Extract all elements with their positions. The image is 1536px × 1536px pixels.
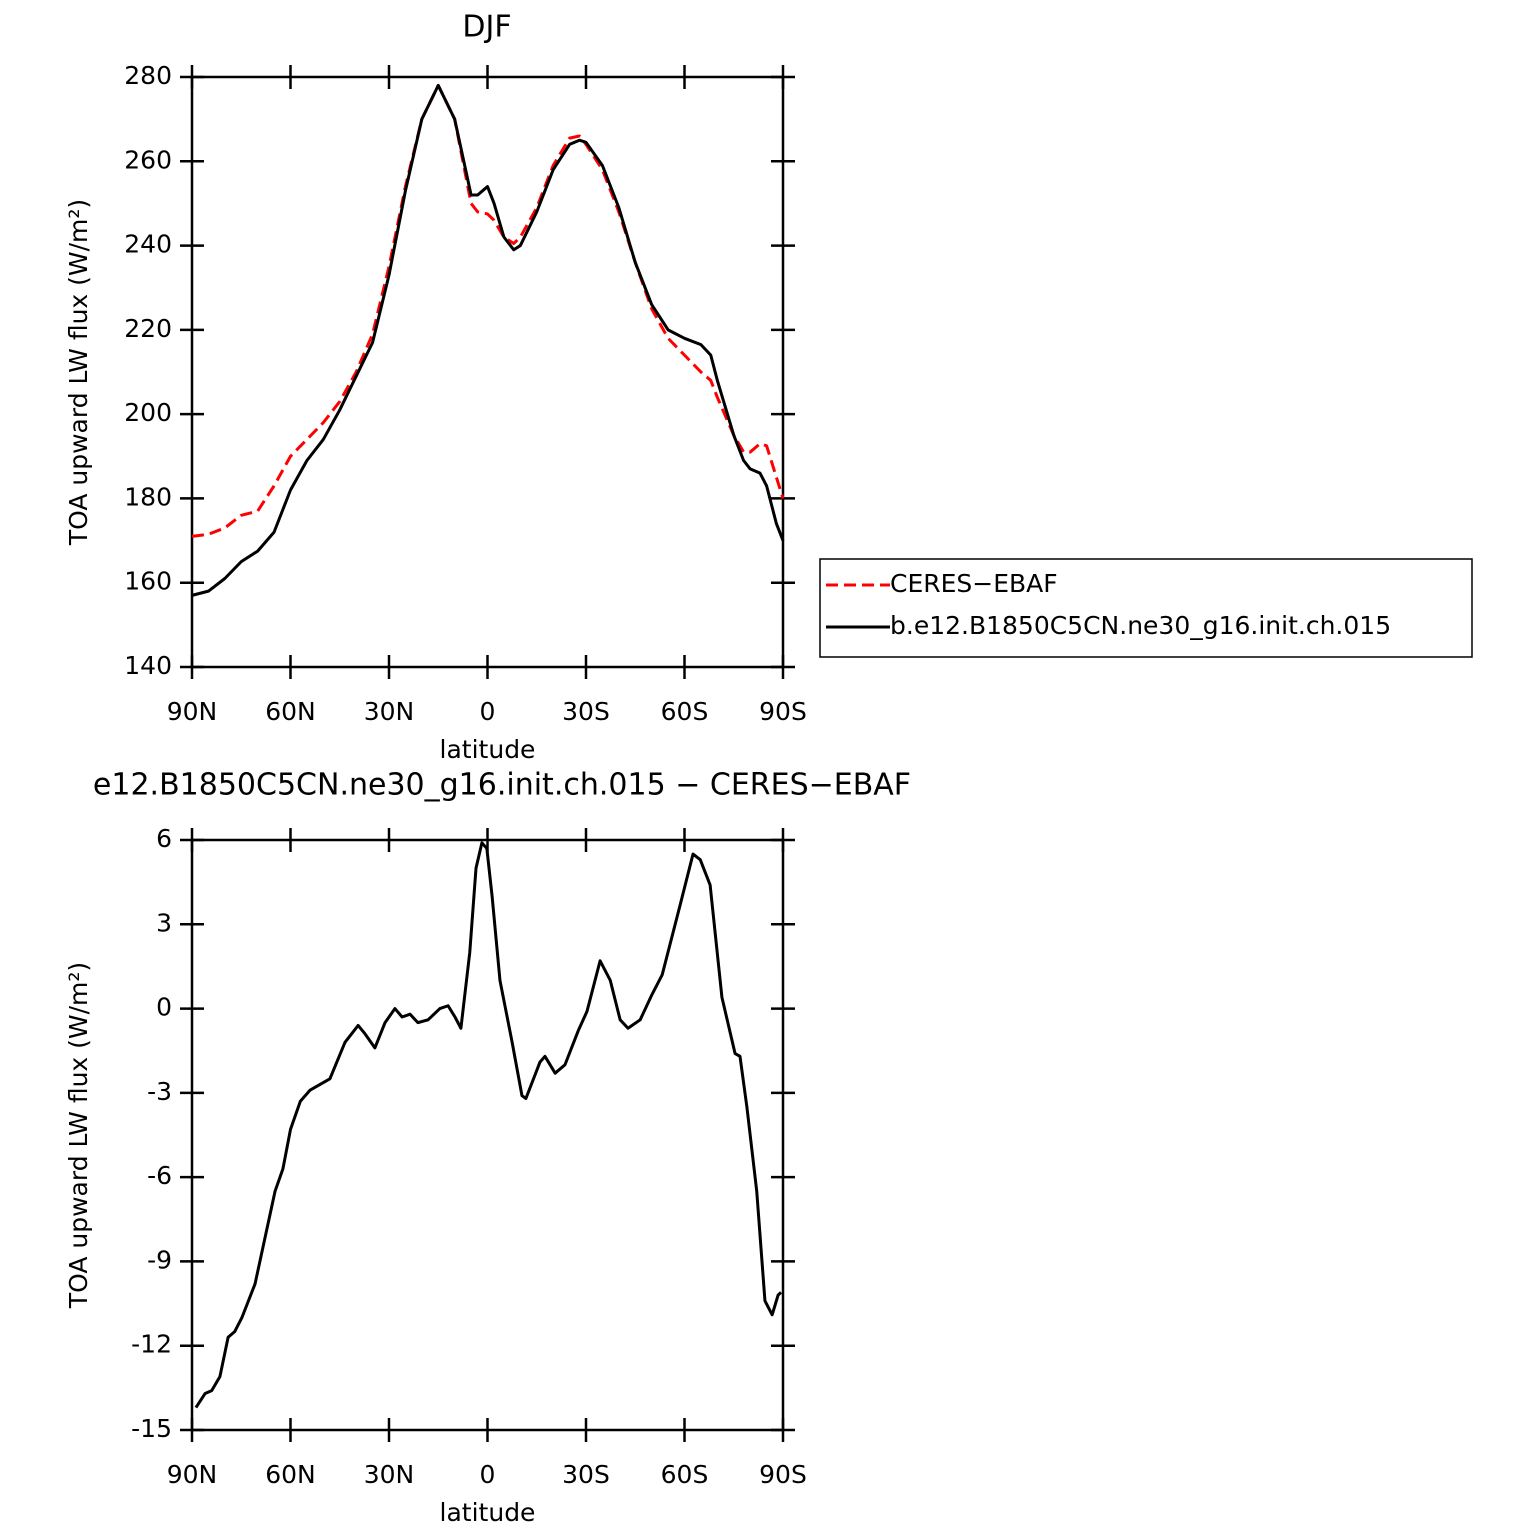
x-tick-label: 30N [364,1460,415,1489]
x-tick-label: 90N [167,1460,218,1489]
y-tick-label: 0 [156,993,172,1022]
x-tick-label: 30N [364,697,415,726]
y-tick-label: -9 [147,1245,172,1274]
x-tick-label: 0 [480,1460,496,1489]
x-tick-label: 30S [562,697,610,726]
x-tick-label: 90S [759,697,807,726]
x-tick-label: 90S [759,1460,807,1489]
x-axis-label: latitude [440,1498,536,1527]
y-tick-label: 280 [124,61,172,90]
legend-label: b.e12.B1850C5CN.ne30_g16.init.ch.015 [890,611,1391,640]
x-tick-label: 60N [265,1460,316,1489]
y-axis-label: TOA upward LW flux (W/m²) [64,199,93,546]
y-tick-label: 160 [124,567,172,596]
plot-frame [190,75,785,669]
y-tick-label: 260 [124,145,172,174]
data-line [194,841,783,1409]
x-tick-label: 90N [167,697,218,726]
x-tick-label: 60S [661,697,709,726]
legend-label: CERES−EBAF [890,569,1058,598]
x-tick-label: 0 [480,697,496,726]
y-tick-label: 240 [124,230,172,259]
y-tick-label: 220 [124,314,172,343]
x-tick-label: 60S [661,1460,709,1489]
chart-title: DJF [462,10,511,45]
data-line [191,83,785,597]
y-tick-label: 3 [156,908,172,937]
y-tick-label: 6 [156,824,172,853]
y-tick-label: -12 [131,1330,172,1359]
legend-box [819,558,1473,658]
y-tick-label: -6 [147,1161,172,1190]
y-tick-label: 180 [124,482,172,511]
y-axis-label: TOA upward LW flux (W/m²) [64,962,93,1309]
y-tick-label: -3 [147,1077,172,1106]
data-line [191,83,785,538]
chart-title: e12.B1850C5CN.ne30_g16.init.ch.015 − CER… [93,768,911,803]
x-tick-label: 60N [265,697,316,726]
legend: CERES−EBAF b.e12.B1850C5CN.ne30_g16.init.… [819,558,1473,658]
y-tick-label: 200 [124,398,172,427]
y-tick-label: -15 [131,1414,172,1443]
y-tick-label: 140 [124,651,172,680]
plot-frame [190,838,785,1432]
x-tick-label: 30S [562,1460,610,1489]
x-axis-label: latitude [440,735,536,764]
